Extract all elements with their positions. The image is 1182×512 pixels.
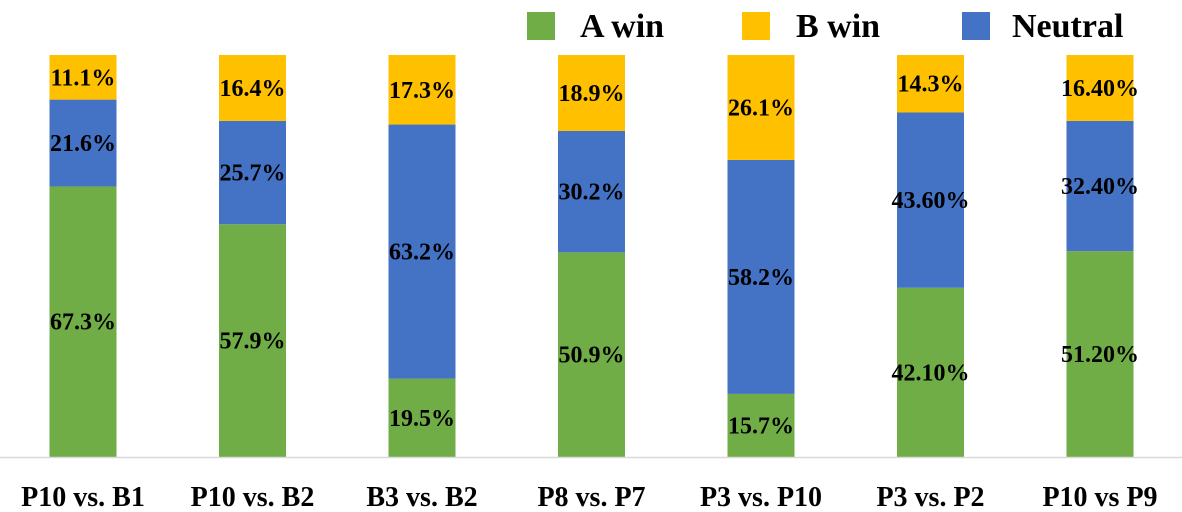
data-label-neutral-p10-vs-p9: 32.40%	[1061, 174, 1139, 200]
data-label-neutral-p10-vs-b1: 21.6%	[50, 131, 116, 157]
category-label-p10-vs-b1: P10 vs. B1	[21, 482, 145, 512]
legend-swatch-b-win	[742, 12, 770, 40]
bar-neutral-p3-vs-p10	[727, 159, 795, 394]
data-label-b-win-p3-vs-p2: 14.3%	[898, 72, 964, 98]
bar-a-win-p8-vs-p7	[558, 252, 625, 457]
bar-a-win-p10-vs-b1	[49, 186, 117, 457]
data-label-neutral-b3-vs-b2: 63.2%	[389, 240, 455, 266]
bar-neutral-p10-vs-p9	[1066, 120, 1134, 252]
data-label-neutral-p3-vs-p2: 43.60%	[892, 188, 970, 214]
bar-neutral-p3-vs-p2	[897, 112, 964, 288]
bar-b-win-p10-vs-p9	[1066, 55, 1134, 121]
data-label-b-win-p3-vs-p10: 26.1%	[728, 95, 794, 121]
bar-b-win-p10-vs-b2	[219, 55, 286, 121]
bar-neutral-b3-vs-b2	[388, 124, 456, 379]
data-label-b-win-p8-vs-p7: 18.9%	[559, 81, 625, 107]
legend-label-neutral: Neutral	[1012, 8, 1123, 45]
data-label-a-win-p3-vs-p10: 15.7%	[728, 413, 794, 439]
bars	[49, 55, 1134, 457]
data-label-a-win-p10-vs-p9: 51.20%	[1061, 342, 1139, 368]
category-label-p10-vs-p9: P10 vs P9	[1042, 482, 1157, 512]
category-label-p3-vs-p10: P3 vs. P10	[700, 482, 822, 512]
legend-swatch-neutral	[962, 12, 990, 40]
bar-neutral-p8-vs-p7	[558, 130, 625, 253]
category-label-p10-vs-b2: P10 vs. B2	[191, 482, 315, 512]
bar-a-win-p3-vs-p10	[727, 393, 795, 457]
data-label-b-win-p10-vs-p9: 16.40%	[1061, 76, 1139, 102]
data-label-neutral-p8-vs-p7: 30.2%	[559, 180, 625, 206]
bar-b-win-b3-vs-b2	[388, 55, 456, 125]
category-label-p3-vs-p2: P3 vs. P2	[876, 482, 984, 512]
bar-b-win-p3-vs-p10	[727, 55, 795, 160]
category-label-b3-vs-b2: B3 vs. B2	[366, 482, 477, 512]
bar-a-win-p10-vs-b2	[219, 224, 286, 457]
segment-labels: 67.3% 21.6% 11.1% 57.9% 25.7% 16.4% 19.5% 63.2%…	[50, 65, 1139, 439]
bar-a-win-b3-vs-b2	[388, 378, 456, 457]
category-label-p8-vs-p7: P8 vs. P7	[537, 482, 645, 512]
data-label-neutral-p3-vs-p10: 58.2%	[728, 265, 794, 291]
bar-neutral-p10-vs-b2	[219, 120, 286, 225]
category-labels: P10 vs. B1 P10 vs. B2 B3 vs. B2 P8 vs. P7 P3…	[21, 482, 1157, 512]
bar-neutral-p10-vs-b1	[49, 99, 117, 187]
legend-label-a-win: A win	[580, 8, 664, 45]
data-label-a-win-p10-vs-b1: 67.3%	[50, 310, 116, 336]
data-label-a-win-p8-vs-p7: 50.9%	[559, 343, 625, 369]
bar-b-win-p10-vs-b1	[49, 55, 117, 100]
bar-b-win-p8-vs-p7	[558, 55, 625, 131]
data-label-a-win-p3-vs-p2: 42.10%	[892, 360, 970, 386]
bar-a-win-p10-vs-p9	[1066, 251, 1134, 457]
legend-label-b-win: B win	[796, 8, 880, 45]
data-label-a-win-p10-vs-b2: 57.9%	[220, 329, 286, 355]
data-label-neutral-p10-vs-b2: 25.7%	[220, 161, 286, 187]
data-label-a-win-b3-vs-b2: 19.5%	[389, 406, 455, 432]
bar-b-win-p3-vs-p2	[897, 55, 964, 113]
bar-a-win-p3-vs-p2	[897, 287, 964, 457]
legend-swatch-a-win	[527, 12, 555, 40]
data-label-b-win-p10-vs-b1: 11.1%	[51, 65, 116, 91]
legend: A win B win Neutral	[527, 8, 1123, 45]
data-label-b-win-b3-vs-b2: 17.3%	[389, 78, 455, 104]
data-label-b-win-p10-vs-b2: 16.4%	[220, 76, 286, 102]
